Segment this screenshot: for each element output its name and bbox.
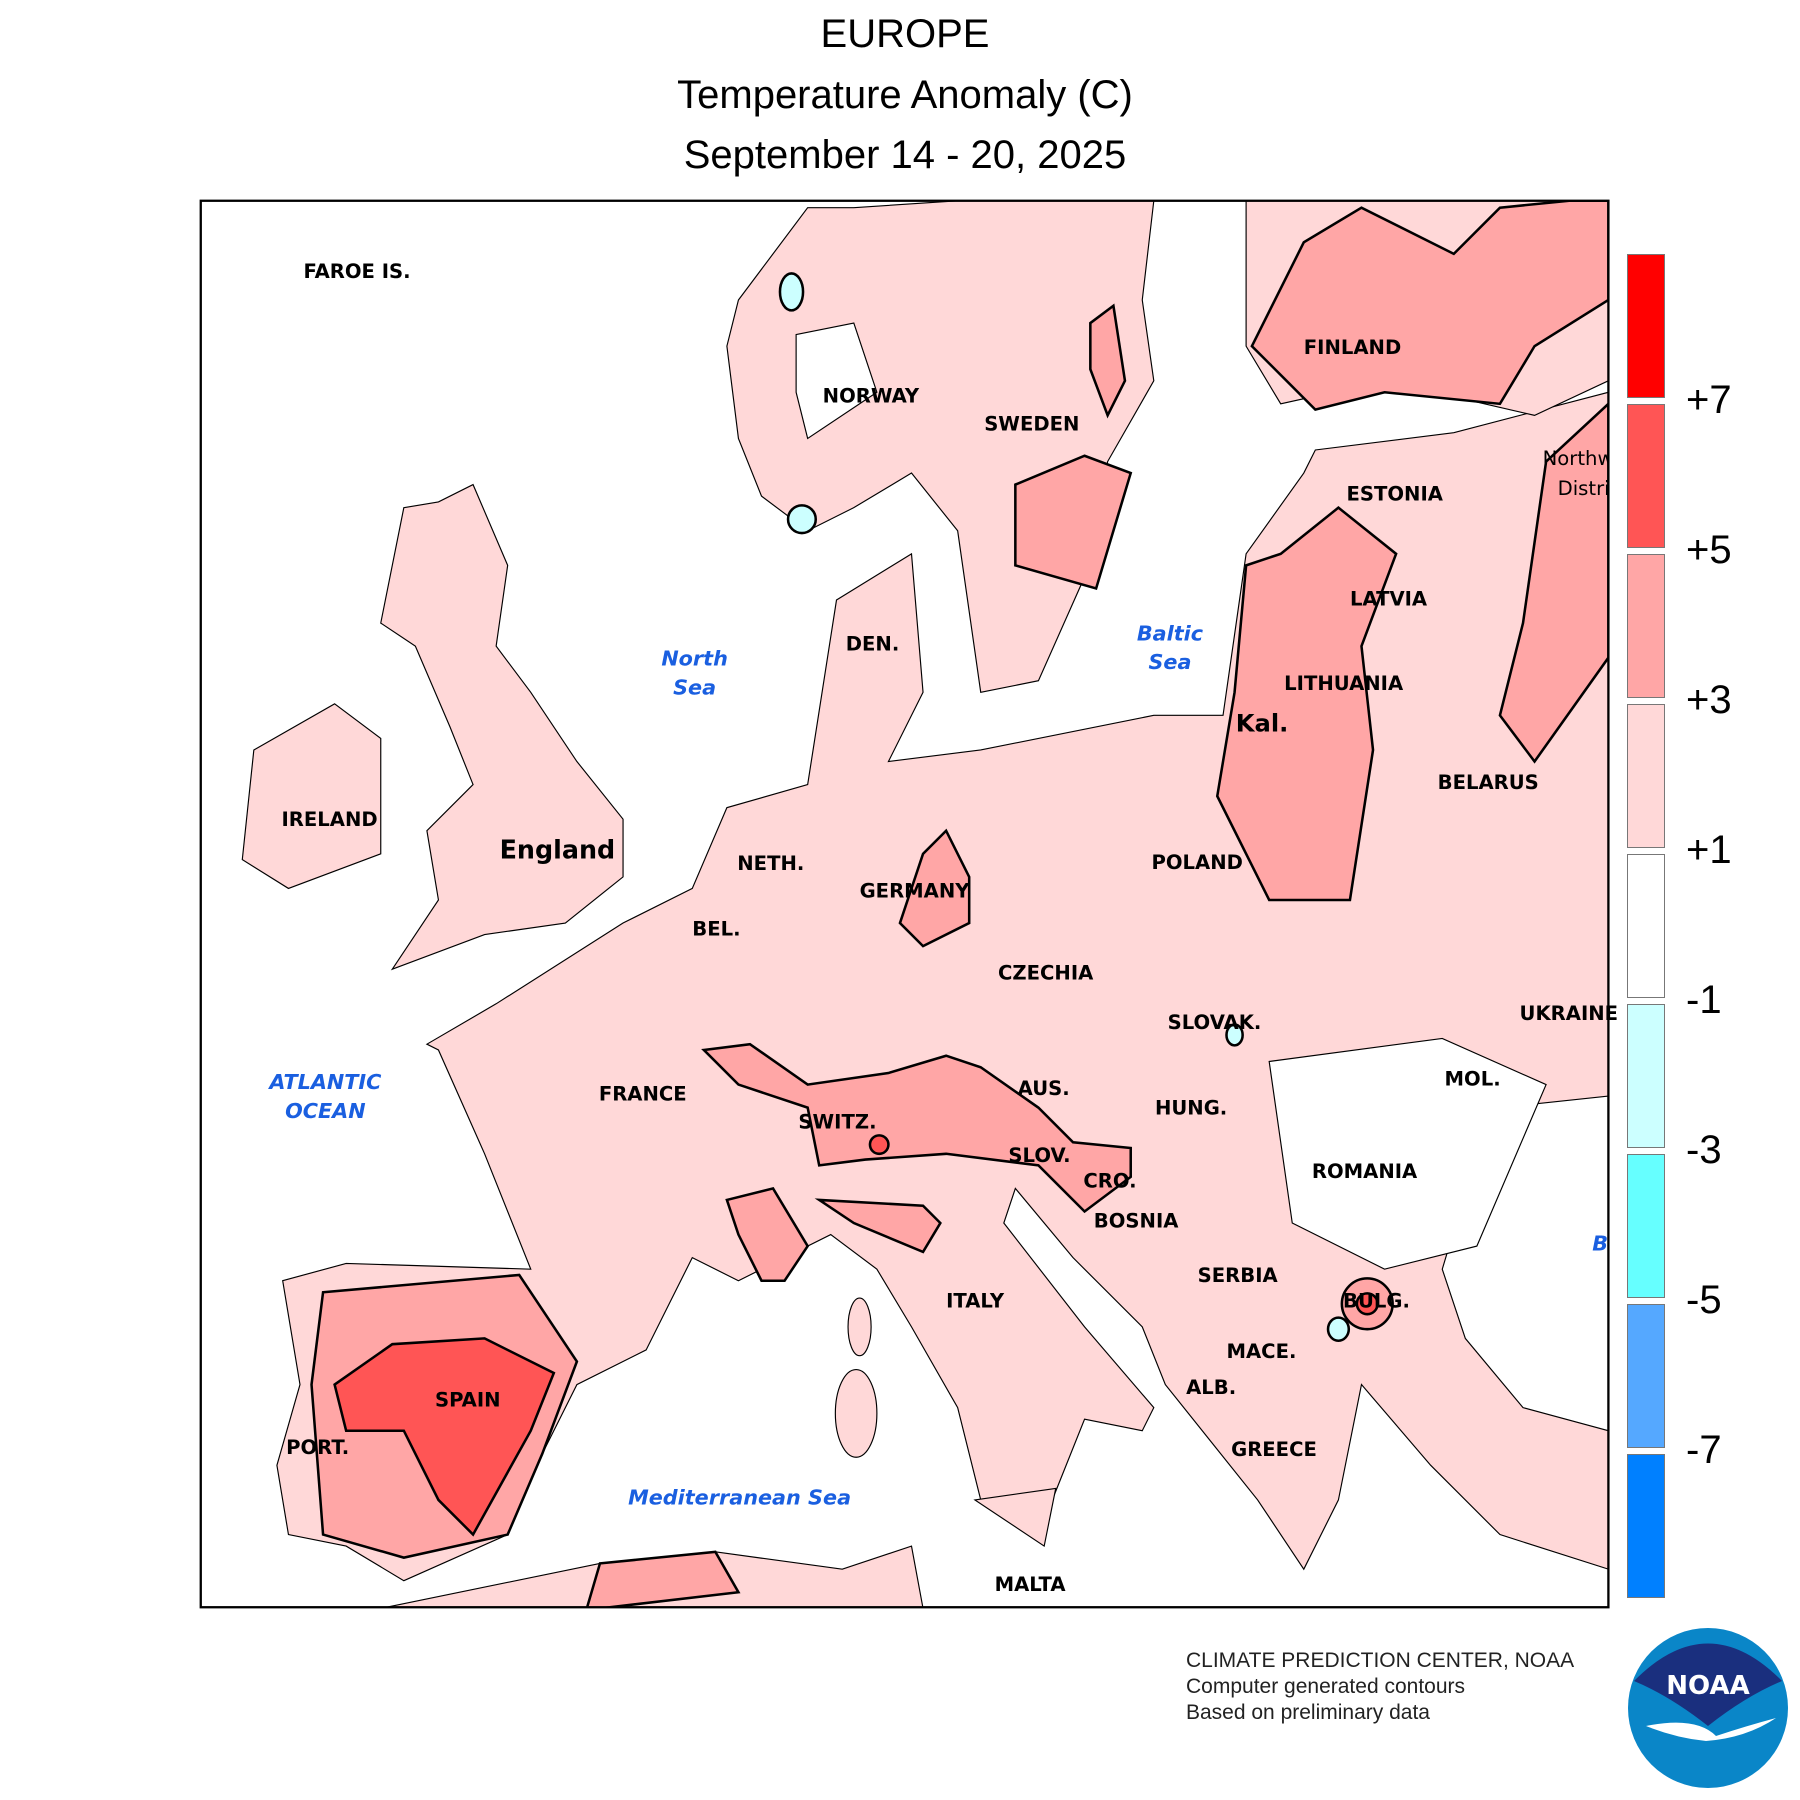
label-croatia: CRO. <box>1083 1169 1136 1192</box>
label-north-sea-1: North <box>661 647 728 671</box>
label-lithuania: LITHUANIA <box>1284 672 1404 695</box>
legend-swatch <box>1627 554 1665 698</box>
label-moldova: MOL. <box>1445 1068 1501 1091</box>
label-northwest-2: Distri <box>1558 477 1610 500</box>
footer-credit: CLIMATE PREDICTION CENTER, NOAA <box>1186 1649 1575 1672</box>
label-france: FRANCE <box>599 1083 687 1106</box>
legend-swatch <box>1627 1454 1665 1598</box>
label-netherlands: NETH. <box>737 852 804 875</box>
footer-note-data: Based on preliminary data <box>1186 1701 1430 1724</box>
label-bulgaria: BULG. <box>1343 1289 1410 1312</box>
label-baltic-sea-2: Sea <box>1148 650 1191 674</box>
label-bosnia: BOSNIA <box>1094 1210 1179 1233</box>
legend-swatch <box>1627 1304 1665 1448</box>
label-denmark: DEN. <box>846 633 900 656</box>
label-slovakia: SLOVAK. <box>1168 1011 1262 1034</box>
label-atlantic-2: OCEAN <box>285 1099 365 1123</box>
label-czechia: CZECHIA <box>998 962 1094 985</box>
legend-label: -1 <box>1686 978 1722 1022</box>
legend-label: +3 <box>1686 678 1732 722</box>
legend-label: -7 <box>1686 1428 1722 1472</box>
legend-swatch <box>1627 854 1665 998</box>
label-malta: MALTA <box>995 1573 1067 1596</box>
label-faroe: FAROE IS. <box>303 260 410 283</box>
label-atlantic-1: ATLANTIC <box>267 1070 382 1094</box>
legend-swatch <box>1627 1004 1665 1148</box>
map-date-range: September 14 - 20, 2025 <box>683 133 1127 177</box>
sea-labels: North Sea Baltic Sea ATLANTIC OCEAN Medi… <box>267 621 1608 1509</box>
anomaly-3-5-areas <box>310 200 1609 1608</box>
label-kaliningrad: Kal. <box>1236 710 1289 738</box>
legend-label: +7 <box>1686 378 1732 422</box>
legend-swatch <box>1627 254 1665 398</box>
label-spain: SPAIN <box>435 1388 501 1411</box>
footer-note-contours: Computer generated contours <box>1186 1675 1465 1698</box>
label-black-sea: B <box>1592 1232 1608 1256</box>
country-labels: FAROE IS. NORWAY SWEDEN FINLAND ESTONIA … <box>282 260 1619 1596</box>
anomaly-5-7-areas <box>333 1134 1379 1537</box>
label-poland: POLAND <box>1151 851 1242 874</box>
legend-label: -3 <box>1686 1128 1722 1172</box>
label-finland: FINLAND <box>1304 336 1401 359</box>
legend-label: -5 <box>1686 1278 1722 1322</box>
map-title: EUROPE <box>820 12 990 56</box>
near-normal-area-norway <box>795 322 878 440</box>
near-normal-area-romania <box>1268 1037 1547 1270</box>
sicily-land <box>973 1487 1057 1548</box>
label-macedonia: MACE. <box>1226 1340 1296 1363</box>
legend-swatch <box>1627 1154 1665 1298</box>
label-north-sea-2: Sea <box>673 676 716 700</box>
label-italy: ITALY <box>946 1289 1005 1312</box>
anomaly-cool-areas <box>778 272 1351 1342</box>
label-norway: NORWAY <box>823 385 920 408</box>
map-subtitle: Temperature Anomaly (C) <box>677 73 1133 117</box>
great-britain-land <box>380 483 624 971</box>
label-sweden: SWEDEN <box>984 412 1079 435</box>
legend-label: +1 <box>1686 828 1732 872</box>
label-switzerland: SWITZ. <box>798 1110 876 1133</box>
label-belarus: BELARUS <box>1438 771 1539 794</box>
label-hungary: HUNG. <box>1155 1097 1227 1120</box>
label-austria: AUS. <box>1018 1077 1070 1100</box>
label-germany: GERMANY <box>860 880 971 903</box>
label-portugal: PORT. <box>286 1436 349 1459</box>
label-ukraine: UKRAINE <box>1520 1002 1619 1025</box>
noaa-logo: NOAA <box>1628 1628 1788 1788</box>
noaa-logo-text: NOAA <box>1666 1671 1749 1701</box>
label-romania: ROMANIA <box>1312 1160 1418 1183</box>
legend-swatch <box>1627 404 1665 548</box>
label-northwest-1: Northw <box>1543 447 1614 470</box>
label-estonia: ESTONIA <box>1346 483 1443 506</box>
label-mediterranean: Mediterranean Sea <box>628 1486 851 1510</box>
label-baltic-sea-1: Baltic <box>1137 621 1204 645</box>
label-ireland: IRELAND <box>282 808 378 831</box>
label-latvia: LATVIA <box>1350 588 1428 611</box>
map-frame <box>199 199 1610 1609</box>
corsica-land <box>847 1297 872 1357</box>
label-greece: GREECE <box>1231 1438 1317 1461</box>
label-serbia: SERBIA <box>1198 1264 1279 1287</box>
label-albania: ALB. <box>1186 1376 1236 1399</box>
label-belgium: BEL. <box>692 918 740 941</box>
ireland-land <box>241 703 382 890</box>
legend-label: +5 <box>1686 528 1732 572</box>
label-england: England <box>500 834 616 864</box>
legend-swatch <box>1627 704 1665 848</box>
label-slovenia: SLOV. <box>1008 1144 1070 1167</box>
sardinia-land <box>834 1368 878 1458</box>
